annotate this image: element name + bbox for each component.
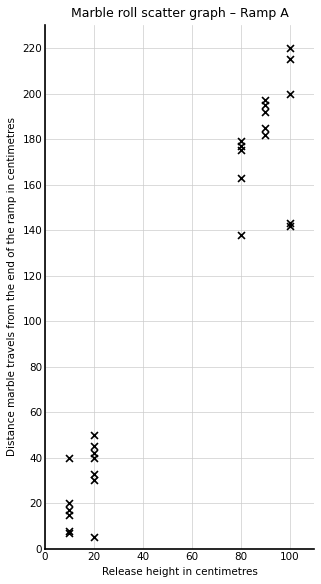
Point bbox=[91, 449, 97, 458]
Point bbox=[238, 146, 243, 155]
Point bbox=[67, 526, 72, 535]
Point bbox=[91, 430, 97, 440]
Point bbox=[67, 505, 72, 515]
Point bbox=[91, 533, 97, 542]
Point bbox=[67, 453, 72, 463]
Point bbox=[91, 476, 97, 485]
Point bbox=[91, 469, 97, 478]
Point bbox=[67, 510, 72, 519]
Point bbox=[287, 218, 292, 228]
Point bbox=[287, 43, 292, 53]
Title: Marble roll scatter graph – Ramp A: Marble roll scatter graph – Ramp A bbox=[71, 7, 288, 20]
Point bbox=[67, 499, 72, 508]
X-axis label: Release height in centimetres: Release height in centimetres bbox=[102, 567, 257, 577]
Point bbox=[263, 100, 268, 110]
Point bbox=[67, 528, 72, 537]
Point bbox=[287, 221, 292, 230]
Point bbox=[238, 173, 243, 182]
Point bbox=[263, 130, 268, 139]
Point bbox=[263, 96, 268, 105]
Point bbox=[91, 442, 97, 451]
Point bbox=[238, 230, 243, 239]
Point bbox=[238, 141, 243, 151]
Point bbox=[263, 123, 268, 133]
Point bbox=[91, 453, 97, 463]
Point bbox=[287, 55, 292, 64]
Point bbox=[263, 107, 268, 116]
Y-axis label: Distance marble travels from the end of the ramp in centimetres: Distance marble travels from the end of … bbox=[7, 117, 17, 457]
Point bbox=[287, 89, 292, 98]
Point bbox=[238, 137, 243, 146]
